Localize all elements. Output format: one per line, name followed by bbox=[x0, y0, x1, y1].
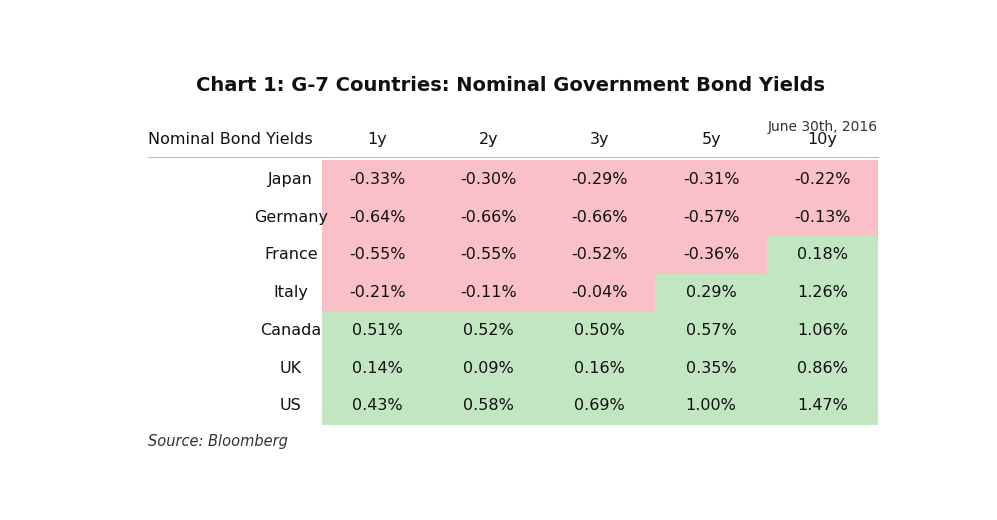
Text: 10y: 10y bbox=[808, 132, 837, 147]
Bar bbox=[433, 387, 544, 425]
Text: Italy: Italy bbox=[273, 285, 308, 300]
Bar bbox=[322, 387, 433, 425]
Bar bbox=[544, 311, 655, 349]
Bar bbox=[544, 274, 655, 311]
Text: -0.55%: -0.55% bbox=[461, 248, 516, 263]
Bar bbox=[322, 198, 433, 236]
Text: Germany: Germany bbox=[254, 210, 328, 225]
Bar bbox=[322, 349, 433, 387]
Text: 0.86%: 0.86% bbox=[797, 361, 847, 375]
Text: 3y: 3y bbox=[590, 132, 609, 147]
Text: 0.35%: 0.35% bbox=[686, 361, 737, 375]
Text: -0.52%: -0.52% bbox=[571, 248, 628, 263]
Text: 0.09%: 0.09% bbox=[464, 361, 513, 375]
Text: 1.26%: 1.26% bbox=[797, 285, 847, 300]
Text: 0.14%: 0.14% bbox=[352, 361, 403, 375]
Text: 0.57%: 0.57% bbox=[686, 323, 737, 338]
Text: Nominal Bond Yields: Nominal Bond Yields bbox=[148, 132, 312, 147]
Text: -0.04%: -0.04% bbox=[571, 285, 628, 300]
Bar bbox=[544, 161, 655, 198]
Text: 1.06%: 1.06% bbox=[797, 323, 847, 338]
Text: 0.18%: 0.18% bbox=[797, 248, 847, 263]
Text: -0.31%: -0.31% bbox=[683, 172, 740, 187]
Text: UK: UK bbox=[280, 361, 302, 375]
Bar bbox=[433, 349, 544, 387]
Bar bbox=[767, 387, 878, 425]
Bar bbox=[767, 311, 878, 349]
Text: June 30th, 2016: June 30th, 2016 bbox=[768, 121, 878, 135]
Text: -0.29%: -0.29% bbox=[571, 172, 628, 187]
Text: 1.00%: 1.00% bbox=[686, 398, 737, 413]
Text: 0.69%: 0.69% bbox=[574, 398, 625, 413]
Bar bbox=[767, 198, 878, 236]
Bar bbox=[655, 236, 767, 274]
Text: Source: Bloomberg: Source: Bloomberg bbox=[148, 434, 288, 449]
Bar bbox=[322, 161, 433, 198]
Text: 5y: 5y bbox=[701, 132, 721, 147]
Text: 0.29%: 0.29% bbox=[686, 285, 737, 300]
Text: 0.50%: 0.50% bbox=[574, 323, 625, 338]
Text: 0.43%: 0.43% bbox=[352, 398, 403, 413]
Text: 2y: 2y bbox=[479, 132, 498, 147]
Text: US: US bbox=[280, 398, 302, 413]
Bar bbox=[655, 274, 767, 311]
Text: Chart 1: G-7 Countries: Nominal Government Bond Yields: Chart 1: G-7 Countries: Nominal Governme… bbox=[196, 76, 826, 95]
Bar bbox=[767, 236, 878, 274]
Bar bbox=[655, 387, 767, 425]
Text: 0.51%: 0.51% bbox=[352, 323, 403, 338]
Text: Canada: Canada bbox=[260, 323, 321, 338]
Bar bbox=[767, 161, 878, 198]
Text: 0.58%: 0.58% bbox=[464, 398, 514, 413]
Text: -0.33%: -0.33% bbox=[349, 172, 406, 187]
Text: -0.64%: -0.64% bbox=[349, 210, 406, 225]
Text: 0.16%: 0.16% bbox=[574, 361, 625, 375]
Bar bbox=[767, 274, 878, 311]
Text: -0.30%: -0.30% bbox=[461, 172, 516, 187]
Text: -0.21%: -0.21% bbox=[349, 285, 406, 300]
Bar bbox=[322, 236, 433, 274]
Bar bbox=[322, 274, 433, 311]
Bar bbox=[767, 349, 878, 387]
Bar bbox=[322, 311, 433, 349]
Bar bbox=[544, 198, 655, 236]
Bar bbox=[433, 274, 544, 311]
Text: -0.57%: -0.57% bbox=[683, 210, 740, 225]
Text: Japan: Japan bbox=[268, 172, 313, 187]
Bar bbox=[433, 311, 544, 349]
Bar bbox=[655, 198, 767, 236]
Text: -0.11%: -0.11% bbox=[461, 285, 516, 300]
Text: 0.52%: 0.52% bbox=[464, 323, 513, 338]
Bar bbox=[433, 161, 544, 198]
Text: -0.66%: -0.66% bbox=[571, 210, 628, 225]
Bar bbox=[433, 198, 544, 236]
Text: -0.55%: -0.55% bbox=[349, 248, 406, 263]
Text: France: France bbox=[264, 248, 318, 263]
Text: -0.22%: -0.22% bbox=[794, 172, 850, 187]
Bar bbox=[655, 349, 767, 387]
Text: -0.36%: -0.36% bbox=[683, 248, 739, 263]
Text: 1.47%: 1.47% bbox=[797, 398, 847, 413]
Bar bbox=[655, 311, 767, 349]
Bar bbox=[655, 161, 767, 198]
Bar bbox=[544, 349, 655, 387]
Text: -0.13%: -0.13% bbox=[794, 210, 850, 225]
Text: 1y: 1y bbox=[368, 132, 387, 147]
Bar bbox=[544, 387, 655, 425]
Bar bbox=[544, 236, 655, 274]
Bar bbox=[433, 236, 544, 274]
Text: -0.66%: -0.66% bbox=[461, 210, 516, 225]
